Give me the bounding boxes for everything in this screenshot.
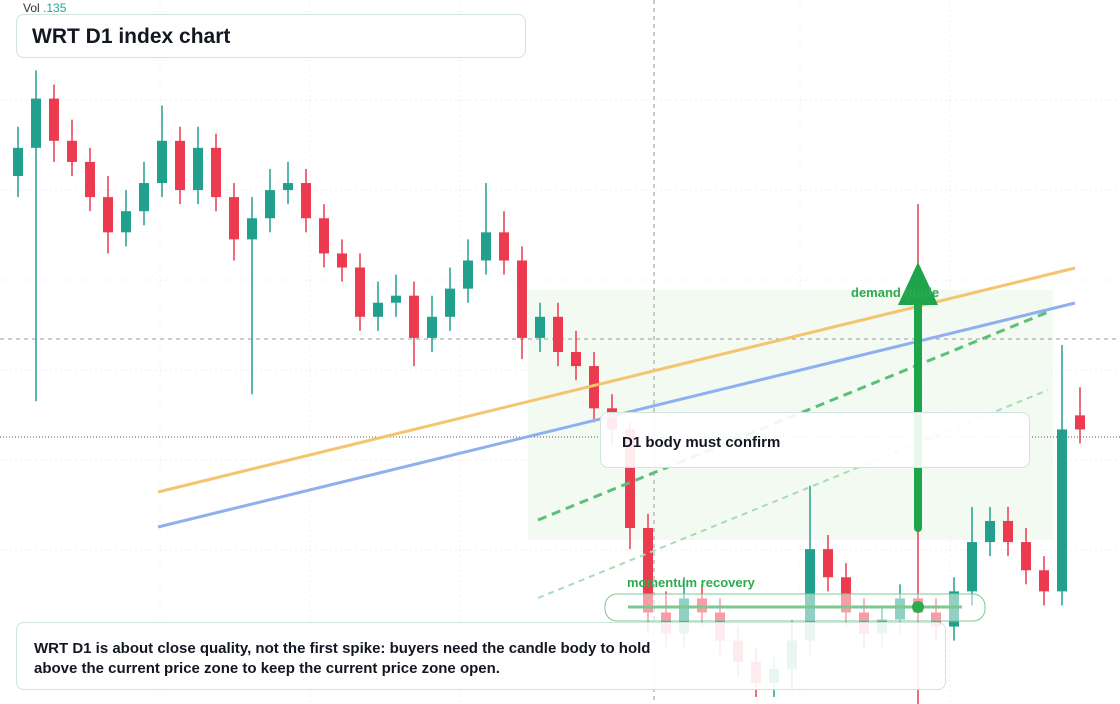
candle-body [643,528,653,613]
candle-body [1039,570,1049,592]
level-dot [912,601,924,613]
candle-body [247,218,257,240]
trend-line [537,389,1049,599]
candle-body [301,183,311,219]
candle-body [319,218,329,254]
candle-body [175,140,185,191]
candle-body [373,302,383,317]
candle-body [553,316,563,352]
note-box: WRT D1 is about close quality, not the f… [16,622,946,690]
candle-body [283,183,293,191]
candle-body [823,549,833,578]
note: WRT D1 is about close quality, not the f… [34,640,651,677]
candle-body [1057,429,1067,592]
candle-body [139,183,149,212]
arrow-head [898,262,938,305]
candle-body [445,288,455,317]
candle-body [157,140,167,184]
candle-body [49,98,59,141]
candle-body [121,211,131,233]
candle-body [355,267,365,317]
candle-body [589,366,599,409]
candle-body [1075,415,1085,430]
candle-body [463,260,473,289]
volume-name: Vol [23,1,40,15]
candle-body [409,295,419,338]
candle-body [499,232,509,261]
candle-body [967,542,977,592]
volume-value: .135 [43,1,67,15]
candle-body [481,232,491,261]
candle-body [103,197,113,233]
candle-body [337,253,347,268]
candle-body [535,316,545,338]
candle-body [1021,542,1031,571]
annotation: demand guide [851,285,940,300]
candle-body [517,260,527,338]
chart-title: WRT D1 index chart [16,14,526,58]
candle-body [193,147,203,191]
candle-body [211,147,221,198]
trend-line [157,266,1076,494]
candle-body [31,98,41,148]
candle-body [229,197,239,240]
candle-body [67,140,77,162]
annotation: momentum recovery [627,575,755,590]
annotation-box: D1 body must confirm [600,412,1030,468]
candle-body [625,429,635,528]
volume-label: Vol .135 [23,1,66,15]
candle-body [571,352,581,367]
candle-body [391,295,401,303]
candle-body [13,147,23,176]
candle-body [985,520,995,543]
candle-body [265,190,275,219]
candle-body [85,161,95,198]
candle-body [427,316,437,338]
candle-body [1003,520,1013,543]
